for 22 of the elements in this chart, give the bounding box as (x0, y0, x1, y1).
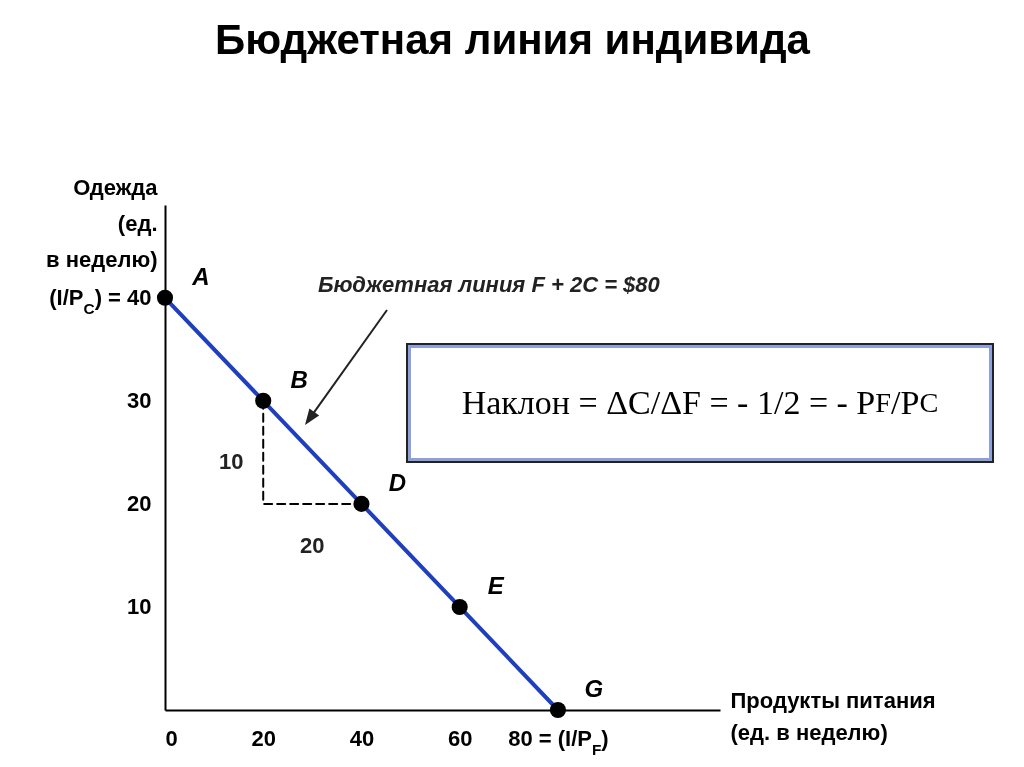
data-label: D (388, 468, 407, 496)
point (255, 392, 272, 409)
y-tick-label: (I/P$_{C}$) = 40 (49, 285, 152, 317)
data-label: B (290, 365, 308, 393)
x-axis-title: Продукты питания (ед. в неделю) (730, 687, 936, 745)
point (353, 495, 370, 512)
x-tick-label: 60 (447, 725, 473, 751)
y-tick-label: 20 (127, 491, 152, 517)
x-tick-label: 40 (349, 725, 375, 751)
annotation: 20 (300, 532, 325, 558)
data-label: E (487, 571, 505, 599)
y-tick-label: 30 (127, 388, 152, 414)
y-tick-label: 10 (127, 594, 152, 620)
x-tick-label: 20 (251, 725, 276, 751)
y-axis-title: Одежда (ед. в неделю) (46, 174, 159, 272)
data-label: G (584, 675, 604, 702)
x-tick-label: 0 (165, 725, 178, 751)
data-label: A (191, 262, 210, 290)
chart-title: Бюджетная линия индивида (215, 16, 811, 63)
x-tick-label: 80 = (I/P$_{F}$) (508, 725, 609, 757)
annotation: Бюджетная линия F + 2C = $80 (318, 272, 660, 298)
annotation: 10 (218, 449, 244, 475)
